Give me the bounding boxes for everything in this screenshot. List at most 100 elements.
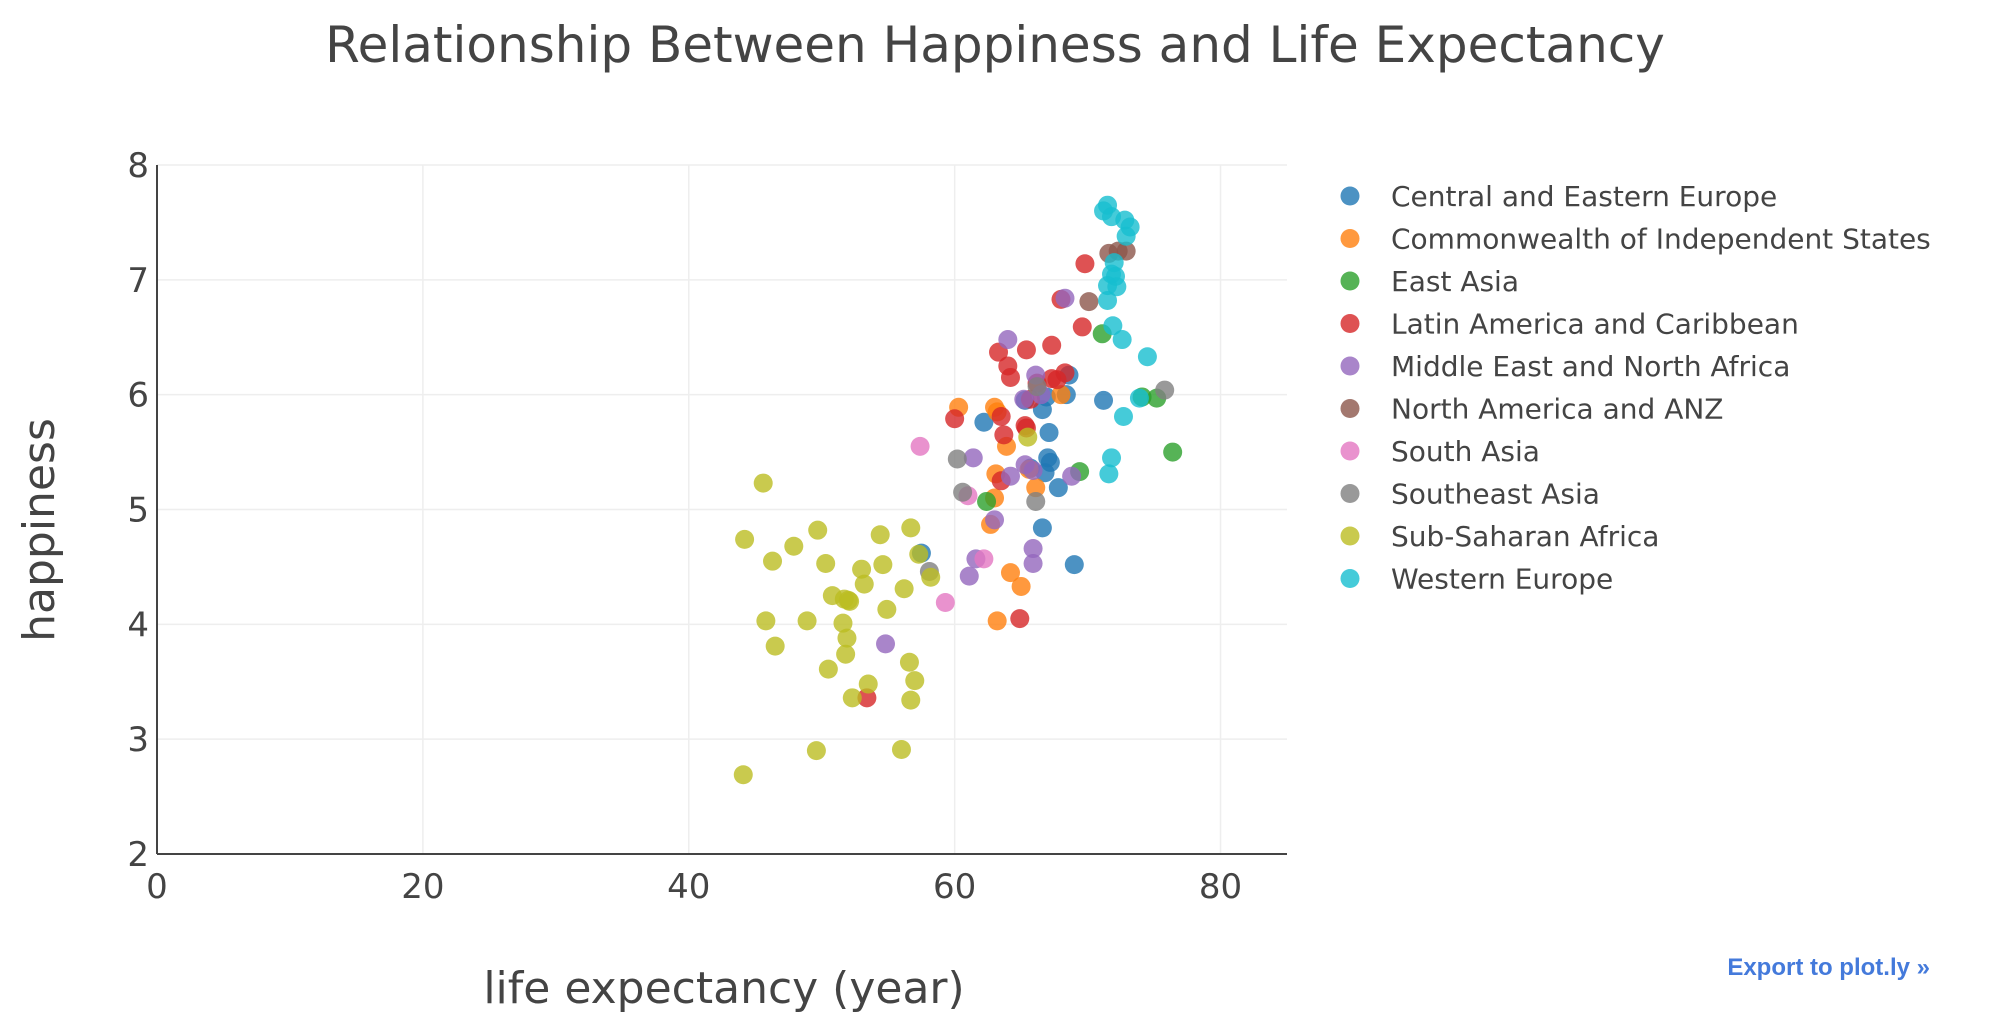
legend-item[interactable]: Sub-Saharan Africa	[1340, 520, 1660, 553]
data-point[interactable]	[1026, 491, 1046, 511]
data-point[interactable]	[836, 644, 856, 664]
data-point[interactable]	[1079, 292, 1099, 312]
data-point[interactable]	[1023, 539, 1043, 559]
data-point[interactable]	[987, 611, 1007, 631]
data-point[interactable]	[857, 688, 877, 708]
data-point[interactable]	[953, 482, 973, 502]
data-point[interactable]	[818, 659, 838, 679]
legend-item[interactable]: Commonwealth of Independent States	[1340, 223, 1931, 256]
data-point[interactable]	[905, 671, 925, 691]
data-point[interactable]	[852, 559, 872, 579]
data-point[interactable]	[910, 436, 930, 456]
data-point[interactable]	[763, 551, 783, 571]
data-point[interactable]	[1098, 291, 1118, 311]
data-point[interactable]	[991, 406, 1011, 426]
data-point[interactable]	[816, 553, 836, 573]
data-point[interactable]	[1051, 385, 1071, 405]
data-point[interactable]	[842, 688, 862, 708]
data-point[interactable]	[1112, 330, 1132, 350]
data-point[interactable]	[1107, 277, 1127, 297]
data-point[interactable]	[994, 425, 1014, 445]
data-point[interactable]	[1026, 478, 1046, 498]
data-point[interactable]	[833, 613, 853, 633]
data-point[interactable]	[977, 491, 997, 511]
data-point[interactable]	[797, 611, 817, 631]
legend-item[interactable]: South Asia	[1340, 435, 1540, 468]
data-point[interactable]	[935, 593, 955, 613]
data-point[interactable]	[1027, 377, 1047, 397]
data-point[interactable]	[1032, 518, 1052, 538]
data-point[interactable]	[1064, 555, 1084, 575]
data-point[interactable]	[876, 634, 896, 654]
data-point[interactable]	[1055, 363, 1075, 383]
data-point[interactable]	[974, 549, 994, 569]
data-point[interactable]	[837, 628, 857, 648]
legend-item[interactable]: Central and Eastern Europe	[1340, 180, 1778, 213]
data-point[interactable]	[877, 599, 897, 619]
data-point[interactable]	[1116, 226, 1136, 246]
data-point[interactable]	[1129, 388, 1149, 408]
data-point[interactable]	[735, 529, 755, 549]
data-point[interactable]	[985, 510, 1005, 530]
data-point[interactable]	[1072, 317, 1092, 337]
data-point[interactable]	[806, 741, 826, 761]
data-point[interactable]	[909, 544, 929, 564]
data-point[interactable]	[1094, 390, 1114, 410]
data-point[interactable]	[1018, 427, 1038, 447]
data-point[interactable]	[963, 448, 983, 468]
data-point[interactable]	[1000, 466, 1020, 486]
data-point[interactable]	[1011, 576, 1031, 596]
data-point[interactable]	[1014, 389, 1034, 409]
legend-item[interactable]: Southeast Asia	[1340, 478, 1600, 511]
data-point[interactable]	[1102, 207, 1122, 227]
data-point[interactable]	[1023, 460, 1043, 480]
legend-item[interactable]: North America and ANZ	[1340, 393, 1724, 426]
data-point[interactable]	[1103, 316, 1123, 336]
data-point[interactable]	[894, 579, 914, 599]
data-point[interactable]	[947, 449, 967, 469]
data-point[interactable]	[945, 409, 965, 429]
data-point[interactable]	[753, 473, 773, 493]
data-point[interactable]	[858, 674, 878, 694]
data-point[interactable]	[899, 652, 919, 672]
data-point[interactable]	[1048, 478, 1068, 498]
data-point[interactable]	[870, 525, 890, 545]
data-point[interactable]	[854, 574, 874, 594]
data-point[interactable]	[1104, 253, 1124, 273]
data-point[interactable]	[921, 567, 941, 587]
data-point[interactable]	[733, 765, 753, 785]
data-point[interactable]	[1055, 288, 1075, 308]
data-point[interactable]	[1155, 380, 1175, 400]
legend-item[interactable]: Latin America and Caribbean	[1340, 308, 1799, 341]
data-point[interactable]	[1010, 609, 1030, 629]
data-point[interactable]	[1000, 367, 1020, 387]
legend-item[interactable]: Middle East and North Africa	[1340, 350, 1791, 383]
data-point[interactable]	[765, 636, 785, 656]
legend-item[interactable]: East Asia	[1340, 265, 1520, 298]
data-point[interactable]	[1137, 347, 1157, 367]
data-point[interactable]	[808, 520, 828, 540]
data-point[interactable]	[1039, 423, 1059, 443]
export-to-plotly-link[interactable]: Export to plot.ly »	[1727, 954, 1930, 981]
data-point[interactable]	[1163, 442, 1183, 462]
data-point[interactable]	[1062, 466, 1082, 486]
data-point[interactable]	[974, 412, 994, 432]
data-point[interactable]	[1075, 254, 1095, 274]
data-point[interactable]	[1116, 241, 1136, 261]
data-point[interactable]	[901, 518, 921, 538]
legend-item[interactable]: Western Europe	[1340, 563, 1614, 596]
data-point[interactable]	[1016, 340, 1036, 360]
data-point[interactable]	[1099, 464, 1119, 484]
data-point[interactable]	[1042, 335, 1062, 355]
data-point[interactable]	[1102, 448, 1122, 468]
data-point[interactable]	[998, 330, 1018, 350]
data-point[interactable]	[1113, 406, 1133, 426]
data-point[interactable]	[901, 690, 921, 710]
data-point[interactable]	[1000, 563, 1020, 583]
data-point[interactable]	[873, 555, 893, 575]
data-point[interactable]	[959, 566, 979, 586]
data-point[interactable]	[1023, 553, 1043, 573]
data-point[interactable]	[838, 590, 858, 610]
data-point[interactable]	[891, 740, 911, 760]
data-point[interactable]	[784, 536, 804, 556]
